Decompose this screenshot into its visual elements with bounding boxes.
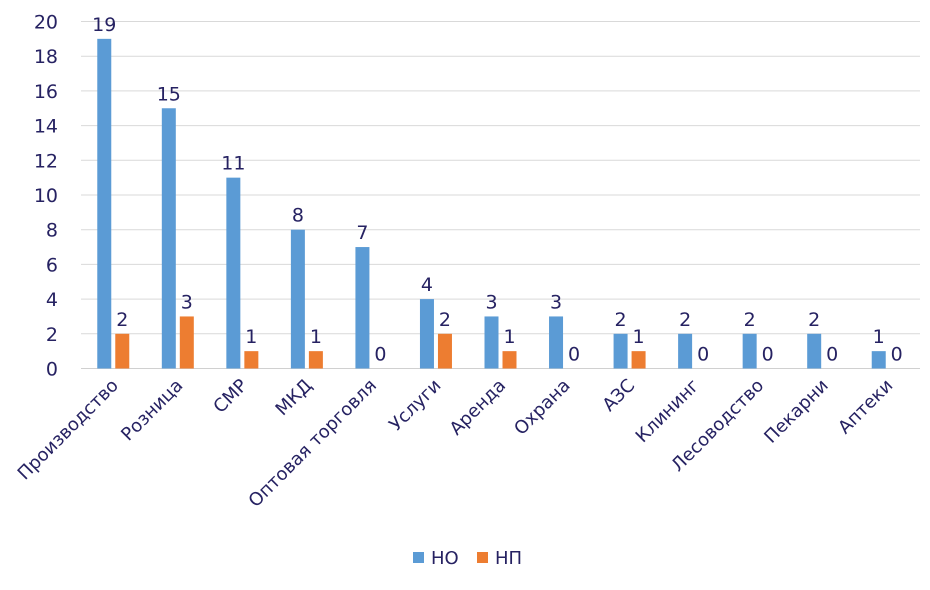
bar-np: [502, 351, 517, 369]
data-label: 2: [744, 309, 756, 331]
bar-no: [807, 333, 822, 369]
legend-swatch-no: [413, 552, 424, 563]
data-label: 0: [762, 344, 774, 366]
data-label: 1: [503, 326, 515, 348]
data-label: 0: [374, 344, 386, 366]
data-label: 0: [568, 344, 580, 366]
x-tick-label: Производство: [14, 375, 123, 484]
data-label: 8: [292, 205, 304, 227]
bar-no: [549, 316, 564, 369]
legend-label: НП: [495, 548, 522, 569]
x-tick-label: Услуги: [385, 375, 445, 435]
bar-no: [97, 38, 112, 369]
bar-np: [308, 351, 323, 369]
data-label: 7: [356, 222, 368, 244]
bar-no: [161, 108, 176, 369]
bar-np: [115, 333, 130, 369]
y-tick-label: 12: [34, 150, 58, 172]
bar-no: [355, 247, 370, 369]
legend-label: НО: [431, 548, 459, 569]
bar-no: [742, 333, 757, 369]
legend: НО НП: [413, 548, 522, 569]
gridlines: [81, 21, 920, 369]
data-label: 11: [221, 153, 245, 175]
x-tick-label: АЗС: [599, 375, 640, 416]
y-tick-label: 8: [46, 220, 58, 242]
data-label: 2: [808, 309, 820, 331]
bar-np: [179, 316, 194, 369]
bar-np: [437, 333, 452, 369]
data-label: 19: [92, 14, 116, 36]
y-tick-label: 6: [46, 254, 58, 276]
data-label: 3: [485, 291, 497, 313]
x-tick-label: Аптеки: [834, 375, 897, 438]
y-tick-label: 16: [34, 81, 58, 103]
data-label: 0: [891, 344, 903, 366]
bar-no: [613, 333, 628, 369]
x-tick-label: Пекарни: [760, 375, 832, 447]
bar-no: [290, 229, 305, 369]
x-tick-label: Оптовая торговля: [245, 375, 381, 511]
bar-no: [678, 333, 693, 369]
x-tick-label: Аренда: [446, 375, 510, 439]
y-tick-label: 14: [34, 116, 58, 138]
legend-swatch-np: [477, 552, 488, 563]
y-tick-label: 18: [34, 46, 58, 68]
data-label: 1: [633, 326, 645, 348]
bar-np: [244, 351, 259, 369]
data-label: 3: [181, 291, 193, 313]
bar-no: [871, 351, 886, 369]
data-label: 3: [550, 291, 562, 313]
data-label: 2: [615, 309, 627, 331]
x-tick-label: СМР: [209, 375, 251, 417]
y-tick-label: 4: [46, 289, 58, 311]
x-tick-label: МКД: [272, 375, 317, 420]
y-tick-label: 0: [46, 359, 58, 381]
data-label: 2: [439, 309, 451, 331]
y-tick-label: 2: [46, 324, 58, 346]
data-label: 1: [245, 326, 257, 348]
y-axis-ticks: 0 2 4 6 8 10 12 14 16 18 20: [34, 12, 58, 381]
data-label: 1: [310, 326, 322, 348]
data-label: 0: [826, 344, 838, 366]
y-tick-label: 20: [34, 12, 58, 34]
data-label: 15: [157, 83, 181, 105]
x-tick-label: Розница: [117, 375, 187, 445]
bar-no: [419, 299, 434, 369]
x-tick-label: Охрана: [510, 375, 574, 439]
y-tick-label: 10: [34, 185, 58, 207]
data-label: 1: [873, 326, 885, 348]
bar-no: [484, 316, 499, 369]
bars: [97, 38, 886, 369]
data-label: 2: [679, 309, 691, 331]
data-label: 2: [116, 309, 128, 331]
data-label: 4: [421, 274, 433, 296]
data-label: 0: [697, 344, 709, 366]
bar-np: [631, 351, 646, 369]
bar-no: [226, 177, 241, 369]
